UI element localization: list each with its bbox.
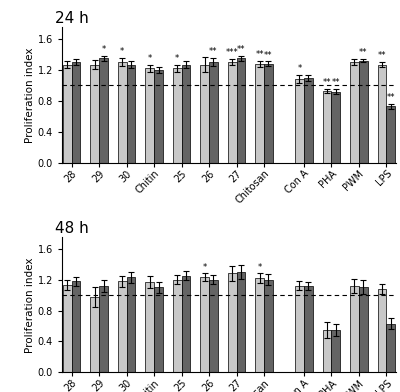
Bar [295, 286, 304, 372]
Text: 24 h: 24 h [55, 11, 89, 26]
Bar [209, 62, 218, 163]
Bar [322, 330, 331, 372]
Bar [118, 62, 127, 163]
Bar [378, 289, 386, 372]
Bar [90, 65, 99, 163]
Bar [145, 69, 154, 163]
Bar [228, 62, 236, 163]
Bar [304, 286, 313, 372]
Bar [154, 287, 163, 372]
Bar [63, 285, 72, 372]
Text: *: * [102, 45, 106, 54]
Bar [99, 58, 108, 163]
Bar [255, 64, 264, 163]
Bar [236, 58, 245, 163]
Bar [182, 65, 190, 163]
Bar [378, 65, 386, 163]
Y-axis label: Proliferation index: Proliferation index [25, 257, 35, 352]
Bar [236, 272, 245, 372]
Bar [209, 279, 218, 372]
Bar [359, 287, 368, 372]
Bar [331, 330, 340, 372]
Bar [331, 92, 340, 163]
Bar [145, 282, 154, 372]
Bar [127, 277, 136, 372]
Bar [200, 277, 209, 372]
Bar [173, 69, 182, 163]
Bar [255, 278, 264, 372]
Text: *: * [297, 64, 302, 73]
Text: **: ** [209, 47, 218, 56]
Text: *: * [202, 263, 207, 272]
Text: **: ** [378, 51, 386, 60]
Bar [350, 286, 359, 372]
Bar [154, 70, 163, 163]
Bar [304, 78, 313, 163]
Bar [182, 276, 190, 372]
Text: 48 h: 48 h [55, 221, 89, 236]
Bar [99, 286, 108, 372]
Bar [173, 279, 182, 372]
Bar [350, 62, 359, 163]
Bar [118, 281, 127, 372]
Bar [72, 62, 80, 163]
Bar [228, 274, 236, 372]
Bar [264, 279, 273, 372]
Bar [386, 324, 395, 372]
Text: **: ** [332, 78, 340, 87]
Text: ***: *** [226, 48, 238, 57]
Y-axis label: Proliferation index: Proliferation index [25, 47, 35, 143]
Bar [359, 61, 368, 163]
Text: *: * [175, 54, 179, 64]
Bar [322, 91, 331, 163]
Text: **: ** [255, 50, 264, 59]
Text: *: * [120, 47, 124, 56]
Text: **: ** [359, 48, 368, 57]
Bar [72, 281, 80, 372]
Bar [63, 65, 72, 163]
Text: **: ** [323, 78, 331, 87]
Bar [295, 79, 304, 163]
Bar [264, 64, 273, 163]
Bar [127, 65, 136, 163]
Text: *: * [258, 263, 262, 272]
Bar [200, 65, 209, 163]
Text: **: ** [386, 93, 395, 102]
Text: **: ** [264, 51, 273, 60]
Bar [90, 297, 99, 372]
Text: **: ** [237, 45, 245, 54]
Text: *: * [148, 54, 152, 63]
Bar [386, 106, 395, 163]
